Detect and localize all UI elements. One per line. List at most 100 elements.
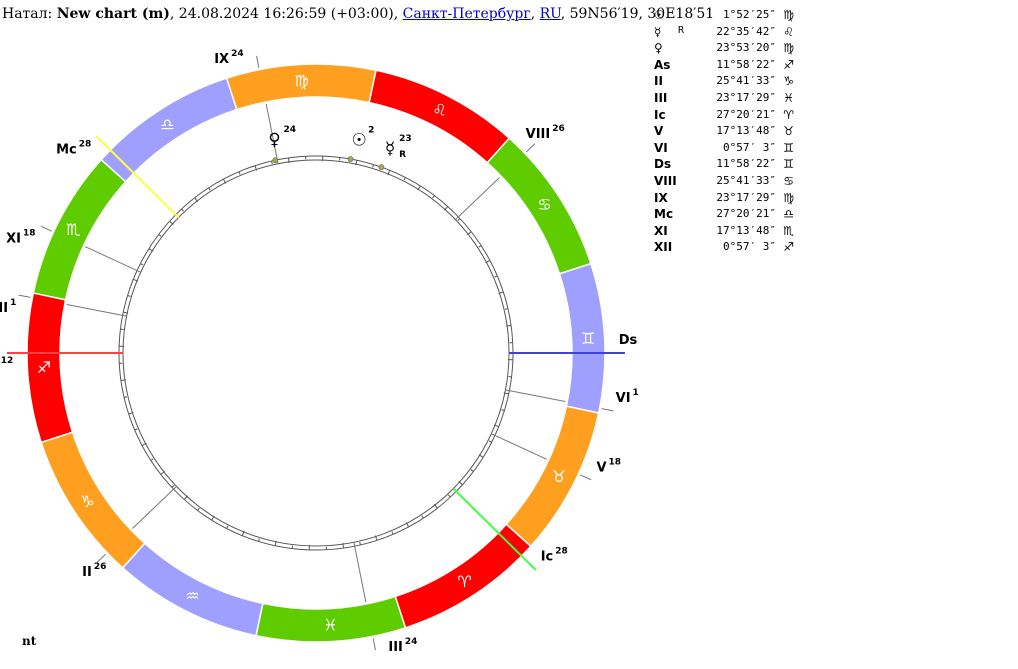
cusp-ii-inner-line — [132, 486, 177, 529]
imum-coeli-sign-icon: ♈ — [783, 107, 794, 122]
cusp-v-degree: 18 — [609, 458, 622, 468]
sign-glyph-leo: ♌ — [432, 101, 446, 120]
cusp-iii-outer-tick — [372, 638, 376, 651]
sun-glyph[interactable]: ☉ — [352, 130, 367, 150]
degree-ticks — [119, 156, 513, 550]
house-9-sign-icon: ♍ — [783, 190, 794, 205]
cusp-ii-name: II — [82, 564, 92, 579]
imum-coeli-symbol: Ic — [654, 107, 666, 122]
ascendant-sign-icon: ♐ — [783, 57, 794, 72]
medium-coeli-position: 27°20′21″ — [716, 207, 776, 221]
imum-coeli-position: 27°20′21″ — [716, 107, 776, 121]
cusp-iii-inner-line — [353, 542, 367, 603]
cusp-vi-inner-line — [505, 389, 566, 403]
house-6-symbol: VI — [654, 140, 668, 155]
house-12-symbol: XII — [654, 240, 673, 255]
cusp-ds-name: Ds — [619, 332, 638, 347]
city-link[interactable]: Санкт-Петербург — [402, 6, 531, 22]
cusp-mc-name: Mc — [56, 142, 77, 157]
cusp-ix-inner-line — [265, 103, 279, 164]
cusp-ic-label: Ic 28 — [541, 546, 568, 564]
house-2-position: 25°41′33″ — [716, 74, 776, 88]
venus-sign-icon: ♍ — [783, 41, 794, 56]
cusp-xi-name: XI — [6, 231, 21, 246]
house-6-sign-icon: ♊ — [783, 140, 794, 155]
sign-glyph-cancer: ♋ — [537, 195, 551, 214]
house-11-position: 17°13′48″ — [716, 223, 776, 237]
cusp-v-outer-tick — [580, 474, 592, 481]
chart-header: Натал: New chart (m), 24.08.2024 16:26:5… — [2, 6, 714, 22]
venus-symbol: ♀ — [654, 41, 663, 56]
degree-circle — [118, 155, 514, 551]
cusp-as-degree: 12 — [1, 356, 14, 366]
cusp-ix-outer-tick — [256, 55, 260, 68]
sign-glyph-taurus: ♉ — [552, 467, 566, 486]
house-3-sign-icon: ♓ — [783, 90, 794, 105]
sign-segment-pisces — [255, 595, 407, 643]
house-3-position: 23°17′29″ — [716, 90, 776, 104]
house-12-sign-icon: ♐ — [783, 240, 794, 255]
cusp-viii-degree: 26 — [552, 124, 565, 134]
cusp-ds-degree: 12 — [639, 330, 640, 340]
cusp-ix-degree: 24 — [231, 49, 244, 59]
cusp-viii-name: VIII — [526, 127, 551, 142]
descendant-sign-icon: ♊ — [783, 157, 794, 172]
cusp-as-label: As12 — [0, 356, 13, 374]
venus-glyph[interactable]: ♀ — [268, 130, 280, 150]
sign-glyph-sagittarius: ♐ — [37, 358, 51, 377]
table-row-ascendant: As 11°58′22″ ♐ — [654, 58, 794, 75]
house-5-sign-icon: ♉ — [783, 124, 794, 139]
country-link[interactable]: RU — [539, 6, 561, 22]
venus-position: 23°53′20″ — [716, 41, 776, 55]
table-row-descendant: Ds 11°58′22″ ♊ — [654, 157, 794, 174]
sun-symbol: ☉ — [654, 8, 665, 22]
cusp-ii-degree: 26 — [94, 562, 107, 572]
cusp-mc-label: Mc 28 — [56, 140, 91, 158]
house-cusps: As12II26III24Ic28V18VI1Ds12VIII26IX24Mc2… — [0, 49, 640, 655]
descendant-symbol: Ds — [654, 157, 672, 172]
mercury-glyph[interactable]: ☿ — [385, 139, 395, 159]
house-11-sign-icon: ♏ — [783, 223, 794, 238]
cusp-xii-name: XII — [0, 301, 8, 316]
house-5-position: 17°13′48″ — [716, 124, 776, 138]
cusp-xii-outer-tick — [18, 294, 31, 298]
house-2-sign-icon: ♑ — [783, 74, 794, 89]
cusp-ic-degree: 28 — [555, 546, 568, 556]
cusp-viii-inner-line — [455, 177, 500, 220]
cusp-xi-label: XI 18 — [6, 228, 35, 246]
inner-circle — [122, 159, 510, 547]
house-9-position: 23°17′29″ — [716, 190, 776, 204]
cusp-vi-degree: 1 — [633, 388, 639, 398]
cusp-iii-degree: 24 — [405, 637, 418, 647]
mercury-symbol: ☿ — [654, 24, 662, 39]
sign-glyph-capricorn: ♑ — [80, 492, 94, 511]
sun-sign-icon: ♍ — [783, 8, 794, 22]
sign-glyph-gemini: ♊ — [581, 329, 595, 348]
mercury-retro: R — [678, 24, 685, 36]
medium-coeli-symbol: Mc — [654, 207, 674, 222]
mercury-degree: 23 — [399, 134, 412, 144]
cusp-vi-label: VI 1 — [616, 388, 639, 406]
positions-table: ☉ 1°52′25″ ♍ ☿ R 22°35′42″ ♌ ♀ 23°53′20″ ♍ As 11°58… — [654, 8, 794, 257]
chart-title: New chart (m) — [56, 6, 170, 22]
cusp-vi-outer-tick — [601, 408, 614, 412]
sign-glyph-libra: ♎ — [160, 115, 174, 134]
sign-glyph-scorpio: ♏ — [66, 220, 80, 239]
mercury-position-dot — [378, 164, 385, 171]
house-2-symbol: II — [654, 74, 663, 89]
house-12-position: 0°57′ 3″ — [723, 240, 776, 254]
cusp-ix-name: IX — [214, 51, 229, 66]
cusp-xii-degree: 1 — [10, 298, 16, 308]
cusp-ix-label: IX 24 — [214, 49, 243, 67]
cusp-v-name: V — [596, 460, 606, 475]
table-row-medium-coeli: Mc 27°20′21″ ♎ — [654, 207, 794, 224]
cusp-xi-degree: 18 — [23, 228, 36, 238]
ascendant-position: 11°58′22″ — [716, 57, 776, 71]
cusp-vi-name: VI — [616, 390, 631, 405]
chart-coordinates: , 59N56′19, 30E18′51 — [560, 6, 715, 22]
house-5-symbol: V — [654, 124, 664, 139]
table-row-house-9: IX 23°17′29″ ♍ — [654, 191, 794, 208]
house-9-symbol: IX — [654, 190, 668, 205]
chart-datetime: , 24.08.2024 16:26:59 (+03:00), — [169, 6, 403, 22]
table-row-imum-coeli: Ic 27°20′21″ ♈ — [654, 108, 794, 125]
